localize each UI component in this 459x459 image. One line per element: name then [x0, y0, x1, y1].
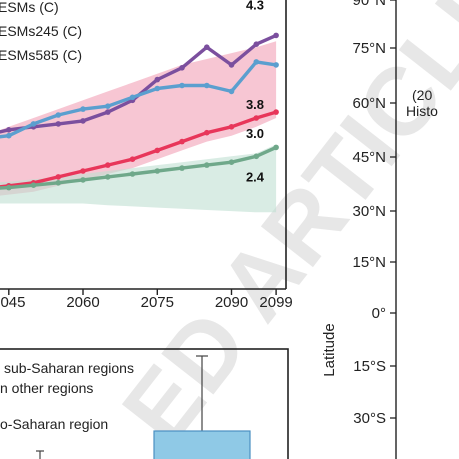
- lat-tick-label: 15°S: [353, 358, 386, 375]
- series-4-point: [80, 177, 86, 183]
- boxplot-legend-3: o-Saharan region: [0, 416, 108, 432]
- uncertainty-bands: [0, 41, 277, 213]
- series-1-point: [204, 44, 210, 50]
- series-1-point: [105, 109, 111, 115]
- lat-tick-label: 30°N: [352, 203, 386, 220]
- series-2-point: [179, 82, 185, 89]
- series-2-point: [30, 121, 37, 127]
- series-2-point: [80, 106, 86, 112]
- series-3-point: [253, 115, 260, 121]
- lat-tick-label: 75°N: [352, 40, 386, 57]
- end-label-2: 3.8: [246, 97, 264, 112]
- x-tick-label: 2060: [66, 294, 99, 311]
- series-4-point: [55, 180, 62, 186]
- series-1-point: [80, 118, 86, 124]
- series-4-point: [129, 171, 136, 177]
- series-1-point: [154, 76, 161, 83]
- x-tick-label: 2090: [215, 294, 248, 311]
- series-4-point: [6, 184, 12, 191]
- lat-tick-label: 30°S: [353, 410, 386, 427]
- series-1-point: [55, 121, 62, 127]
- series-3-point: [154, 147, 161, 154]
- end-labels: 4.3 3.8 3.0 2.4: [246, 0, 265, 184]
- series-3-point: [228, 124, 235, 130]
- end-label-4: 2.4: [246, 169, 265, 184]
- series-2-point: [204, 82, 210, 89]
- series-4-point: [273, 144, 279, 151]
- map-panel: 90°N 75°N 60°N 45°N 30°N 15°N 0° 15°S 30°S Latit…: [321, 0, 438, 459]
- legend: ESMs (C) ESMs245 (C) ESMs585 (C): [0, 0, 82, 63]
- series-1-point: [273, 32, 279, 39]
- series-3-point: [129, 156, 136, 162]
- lat-tick-label: 45°N: [352, 149, 386, 166]
- x-tick-label: 2075: [141, 294, 174, 311]
- line-chart: 4.3 3.8 3.0 2.4 2045 2060 2075 2090 2099 ESMs (…: [0, 0, 293, 311]
- band-1: [0, 41, 277, 196]
- series-4-point: [105, 174, 111, 180]
- series-3-point: [204, 129, 210, 136]
- x-tick-label: 2099: [259, 294, 292, 311]
- series-4-point: [179, 165, 185, 171]
- series-1-point: [253, 41, 260, 47]
- map-partial-subtitle: Histo: [406, 103, 438, 119]
- series-2-point: [228, 88, 235, 95]
- lat-tick-label: 60°N: [352, 95, 386, 112]
- end-label-1: 4.3: [246, 0, 264, 12]
- series-2-point: [105, 103, 111, 109]
- map-partial-title: (20: [412, 87, 432, 103]
- series-2-point: [253, 59, 260, 65]
- boxplot-legend-2: n other regions: [0, 380, 93, 396]
- x-axis-ticks: 2045 2060 2075 2090 2099: [0, 289, 293, 311]
- series-4-point: [253, 153, 260, 160]
- series-3-point: [55, 174, 62, 180]
- lat-axis-label: Latitude: [321, 323, 338, 376]
- x-tick-label: 2045: [0, 294, 25, 311]
- lat-tick-label: 15°N: [352, 254, 386, 271]
- series-1-point: [179, 65, 185, 71]
- series-3-point: [179, 138, 185, 145]
- series-4-point: [228, 159, 235, 165]
- band-2: [0, 144, 277, 213]
- series-3-point: [105, 162, 111, 168]
- boxplot-box: [153, 430, 251, 459]
- series-4-point: [30, 182, 37, 188]
- series-2-point: [55, 112, 62, 118]
- watermark: ED ARTICLE: [102, 0, 459, 459]
- series-4-point: [204, 162, 210, 168]
- legend-entry-1: ESMs (C): [0, 0, 59, 15]
- series-4-point: [154, 168, 161, 174]
- series-3-point: [273, 109, 279, 115]
- series-2-point: [154, 85, 161, 92]
- series-1-point: [6, 127, 12, 133]
- legend-entry-3: ESMs585 (C): [0, 47, 82, 63]
- series-lines: [0, 32, 279, 191]
- lat-ticks: 90°N 75°N 60°N 45°N 30°N 15°N 0° 15°S 30°S: [352, 0, 396, 427]
- lat-tick-label: 90°N: [352, 0, 386, 9]
- end-label-3: 3.0: [246, 126, 264, 141]
- series-2-point: [129, 94, 136, 101]
- lat-tick-label: 0°: [372, 305, 386, 322]
- series-2-point: [6, 132, 12, 139]
- legend-entry-2: ESMs245 (C): [0, 23, 82, 39]
- series-3-point: [80, 168, 86, 174]
- boxplot-panel: sub-Saharan regions n other regions o-Sa…: [0, 348, 289, 459]
- boxplot-legend-1: sub-Saharan regions: [4, 360, 134, 376]
- series-1-point: [228, 62, 235, 68]
- series-2-point: [273, 62, 279, 68]
- boxplot-frame: [0, 348, 289, 459]
